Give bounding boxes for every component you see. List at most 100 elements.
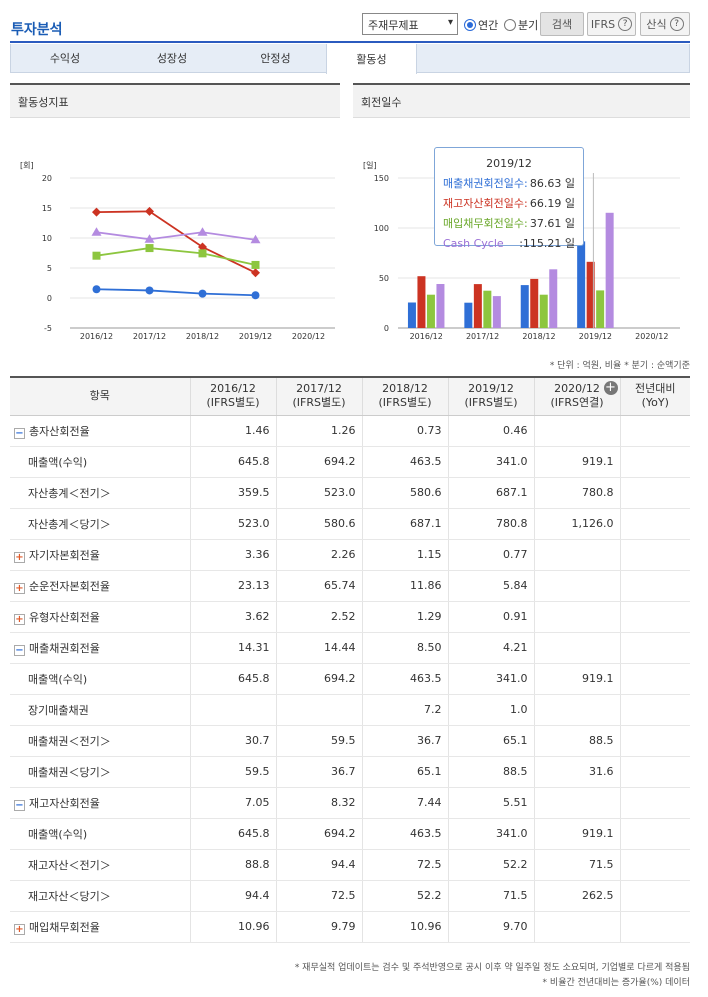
data-point — [197, 227, 208, 236]
table-cell: 523.0 — [275, 477, 362, 509]
y-tick-label: 20 — [42, 174, 52, 183]
row-label[interactable]: + 매입채무회전율 — [10, 911, 190, 943]
row-label[interactable]: − 재고자산회전율 — [10, 787, 190, 819]
table-row: + 순운전자본회전율 23.13 65.74 11.86 5.84 — [10, 570, 690, 602]
row-label[interactable]: − 매출채권회전율 — [10, 632, 190, 664]
table-cell — [619, 570, 690, 602]
data-point — [198, 289, 207, 298]
radio-checked-icon — [464, 19, 476, 31]
table-cell: 919.1 — [533, 663, 620, 695]
table-cell — [619, 725, 690, 757]
table-cell: 52.2 — [361, 880, 448, 912]
tab-profitability[interactable]: 수익성 — [11, 44, 119, 72]
collapse-icon[interactable]: − — [14, 644, 25, 656]
table-cell: 1.15 — [361, 539, 448, 571]
bar — [586, 261, 595, 328]
table-row: + 매입채무회전율 10.96 9.79 10.96 9.70 — [10, 911, 690, 943]
row-label-text: 순운전자본회전율 — [29, 579, 110, 593]
data-point — [92, 251, 101, 260]
data-point — [251, 268, 260, 278]
table-row: − 총자산회전율 1.46 1.26 0.73 0.46 — [10, 415, 690, 447]
y-tick-label: 100 — [374, 224, 389, 233]
data-point — [250, 234, 261, 244]
series-line — [96, 210, 256, 274]
table-cell — [619, 880, 690, 912]
bar — [483, 290, 492, 328]
table-row: 장기매출채권 7.2 1.0 — [10, 694, 690, 726]
table-cell — [533, 415, 620, 447]
table-cell: 580.6 — [275, 508, 362, 540]
expand-icon[interactable]: + — [14, 613, 25, 625]
header-2019: 2019/12 (IFRS별도) — [447, 377, 534, 416]
row-label-text: 매출액(수익) — [28, 827, 88, 841]
search-button[interactable]: 검색 — [540, 12, 584, 36]
table-cell — [619, 694, 690, 726]
ifrs-help-button[interactable]: IFRS ? — [587, 12, 636, 36]
table-cell — [533, 694, 620, 726]
table-cell: 23.13 — [189, 570, 276, 602]
row-label: 장기매출채권 — [10, 694, 190, 726]
bar — [539, 294, 548, 328]
table-cell: 94.4 — [275, 849, 362, 881]
expand-icon[interactable]: + — [14, 551, 25, 563]
row-label: 재고자산＜전기＞ — [10, 849, 190, 881]
table-cell: 71.5 — [533, 849, 620, 881]
table-cell — [619, 849, 690, 881]
tooltip-row: Cash Cycle:115.21 일 — [443, 234, 575, 254]
table-cell — [189, 694, 276, 726]
table-cell: 780.8 — [533, 477, 620, 509]
expand-icon[interactable]: + — [14, 582, 25, 594]
row-label[interactable]: + 순운전자본회전율 — [10, 570, 190, 602]
table-cell: 1.0 — [447, 694, 534, 726]
data-point — [145, 206, 154, 216]
row-label-text: 매출채권회전율 — [29, 641, 100, 655]
table-cell: 11.86 — [361, 570, 448, 602]
row-label-text: 재고자산＜전기＞ — [28, 858, 111, 872]
tab-label: 안정성 — [260, 52, 291, 65]
x-tick-label: 2017/12 — [133, 332, 166, 341]
table-cell: 262.5 — [533, 880, 620, 912]
row-label[interactable]: + 유형자산회전율 — [10, 601, 190, 633]
row-label-text: 재고자산＜당기＞ — [28, 889, 111, 903]
collapse-icon[interactable]: − — [14, 427, 25, 439]
tab-activity[interactable]: 활동성 — [326, 44, 417, 74]
table-cell: 59.5 — [275, 725, 362, 757]
expand-plus-icon[interactable]: + — [603, 380, 618, 395]
bar — [549, 269, 558, 328]
radio-annual[interactable]: 연간 — [464, 17, 498, 33]
bar — [407, 302, 416, 328]
table-cell: 7.44 — [361, 787, 448, 819]
row-label[interactable]: − 총자산회전율 — [10, 415, 190, 447]
bar — [520, 285, 529, 328]
expand-icon[interactable]: + — [14, 923, 25, 935]
footnote: * 비율간 전년대비는 증가율(%) 데이터 — [542, 978, 690, 988]
row-label: 자산총계＜당기＞ — [10, 508, 190, 540]
table-cell: 1.46 — [189, 415, 276, 447]
table-cell: 1,126.0 — [533, 508, 620, 540]
formula-help-button[interactable]: 산식 ? — [640, 12, 690, 36]
tab-stability[interactable]: 안정성 — [225, 44, 326, 72]
x-tick-label: 2020/12 — [292, 332, 325, 341]
table-cell — [619, 663, 690, 695]
x-tick-label: 2019/12 — [579, 332, 612, 341]
radio-quarter[interactable]: 분기 — [504, 17, 538, 33]
table-cell: 10.96 — [189, 911, 276, 943]
formula-label: 산식 — [646, 18, 667, 31]
table-cell — [619, 601, 690, 633]
table-cell: 780.8 — [447, 508, 534, 540]
row-label-text: 자산총계＜전기＞ — [28, 486, 111, 500]
table-cell — [619, 539, 690, 571]
x-tick-label: 2016/12 — [410, 332, 443, 341]
table-cell — [533, 632, 620, 664]
table-cell — [619, 508, 690, 540]
statement-type-select[interactable]: 주재무제표 ▾ — [362, 13, 458, 35]
collapse-icon[interactable]: − — [14, 799, 25, 811]
bar — [596, 290, 605, 328]
row-label-text: 재고자산회전율 — [29, 796, 100, 810]
tab-growth[interactable]: 성장성 — [119, 44, 225, 72]
y-tick-label: 10 — [42, 234, 52, 243]
table-cell: 65.1 — [447, 725, 534, 757]
table-cell — [619, 477, 690, 509]
table-cell: 694.2 — [275, 663, 362, 695]
row-label[interactable]: + 자기자본회전율 — [10, 539, 190, 571]
